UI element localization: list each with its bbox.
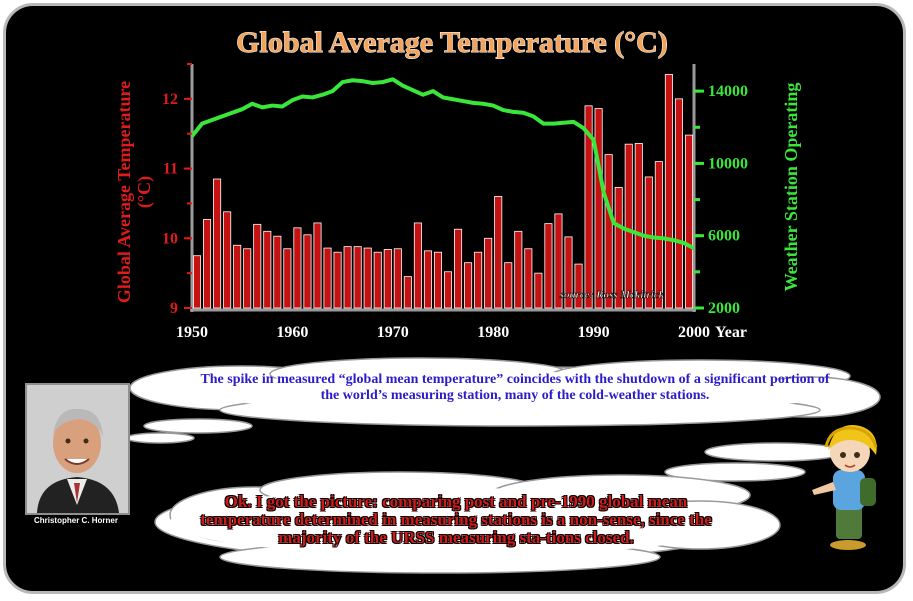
speech-bottom-text: Ok. I got the picture: comparing post an… xyxy=(200,492,712,547)
thought-bubble-top xyxy=(125,357,881,444)
temperature-bar xyxy=(484,237,493,309)
temperature-bar xyxy=(664,74,673,309)
right-tick-label: 14000 xyxy=(708,83,748,100)
author-photo xyxy=(25,383,130,515)
thought-bubble-bottom xyxy=(154,442,846,574)
right-tick-label: 6000 xyxy=(708,228,740,245)
temperature-bar xyxy=(423,250,432,309)
temperature-bar xyxy=(524,248,533,309)
temperature-bar xyxy=(213,178,222,309)
temperature-bar xyxy=(574,263,583,309)
temperature-bar xyxy=(614,186,623,309)
x-tick-label: 1980 xyxy=(477,324,509,341)
temperature-bar xyxy=(674,98,683,309)
left-tick-label: 11 xyxy=(163,161,178,178)
temperature-bar xyxy=(383,249,392,309)
temperature-bar xyxy=(444,271,453,309)
temperature-bar xyxy=(403,276,412,309)
photo-caption: Christopher C. Horner xyxy=(33,516,118,525)
left-tick-label: 12 xyxy=(162,91,178,108)
temperature-bar xyxy=(433,251,442,309)
temperature-bar xyxy=(644,176,653,309)
temperature-bar xyxy=(534,272,543,309)
speech-top-text: The spike in measured “global mean tempe… xyxy=(200,372,830,403)
temperature-bar xyxy=(323,247,332,309)
chart-title: Global Average Temperature (°C) xyxy=(236,26,668,59)
source-note: source: Ross Mckitrick xyxy=(559,289,665,301)
temperature-bar xyxy=(544,223,553,309)
temperature-bar xyxy=(454,228,463,309)
temperature-bar xyxy=(584,105,593,309)
temperature-bar xyxy=(684,134,693,309)
temperature-bar xyxy=(413,222,422,309)
left-axis-title: Global Average Temperature(°C) xyxy=(114,81,155,303)
temperature-bar xyxy=(504,262,513,309)
temperature-bar xyxy=(353,246,362,309)
x-tick-label: 1990 xyxy=(578,324,610,341)
cartoon-girl xyxy=(812,425,878,550)
temperature-bar xyxy=(634,143,643,309)
left-axis-title-line1: Global Average Temperature xyxy=(114,81,134,303)
temperature-bar xyxy=(494,196,503,309)
right-axis-title: Weather Station Operating xyxy=(781,83,801,292)
temperature-bar xyxy=(464,262,473,309)
temperature-bar xyxy=(564,236,573,309)
temperature-bar xyxy=(233,244,242,309)
left-tick-label: 10 xyxy=(162,230,178,247)
x-tick-label: 1970 xyxy=(377,324,409,341)
temperature-bar xyxy=(203,219,212,309)
chart-plot: 9 10 11 12 2000 6000 10000 14000 1950 1960 1970 198… xyxy=(162,63,748,341)
x-tick-label: 1960 xyxy=(276,324,308,341)
temperature-bar xyxy=(654,161,663,309)
station-count-line xyxy=(190,77,695,251)
temperature-bar xyxy=(273,235,282,309)
left-axis-title-line2: (°C) xyxy=(134,176,155,208)
temperature-bar xyxy=(253,223,262,309)
temperature-bar xyxy=(604,154,613,309)
temperature-bar xyxy=(293,227,302,309)
temperature-bar xyxy=(514,230,523,309)
temperature-bar xyxy=(333,251,342,309)
temperature-bar xyxy=(283,248,292,309)
temperature-bar xyxy=(554,213,563,309)
temperature-bar xyxy=(474,251,483,309)
temperature-bar xyxy=(193,255,202,309)
right-tick-label: 10000 xyxy=(708,155,748,172)
temperature-bar xyxy=(263,230,272,309)
temperature-bar xyxy=(373,251,382,309)
right-tick-label: 2000 xyxy=(708,300,740,317)
temperature-bar xyxy=(594,108,603,309)
temperature-bar xyxy=(243,248,252,309)
x-axis-title: Year xyxy=(715,324,747,341)
temperature-bar xyxy=(624,143,633,309)
temperature-bar xyxy=(393,248,402,309)
temperature-bar xyxy=(223,211,232,309)
temperature-bar xyxy=(343,246,352,309)
temperature-bar xyxy=(303,234,312,309)
temperature-bar xyxy=(313,222,322,309)
x-tick-label: 2000 xyxy=(678,324,710,341)
temperature-bar xyxy=(363,247,372,309)
x-tick-label: 1950 xyxy=(176,324,208,341)
left-tick-label: 9 xyxy=(170,300,178,317)
